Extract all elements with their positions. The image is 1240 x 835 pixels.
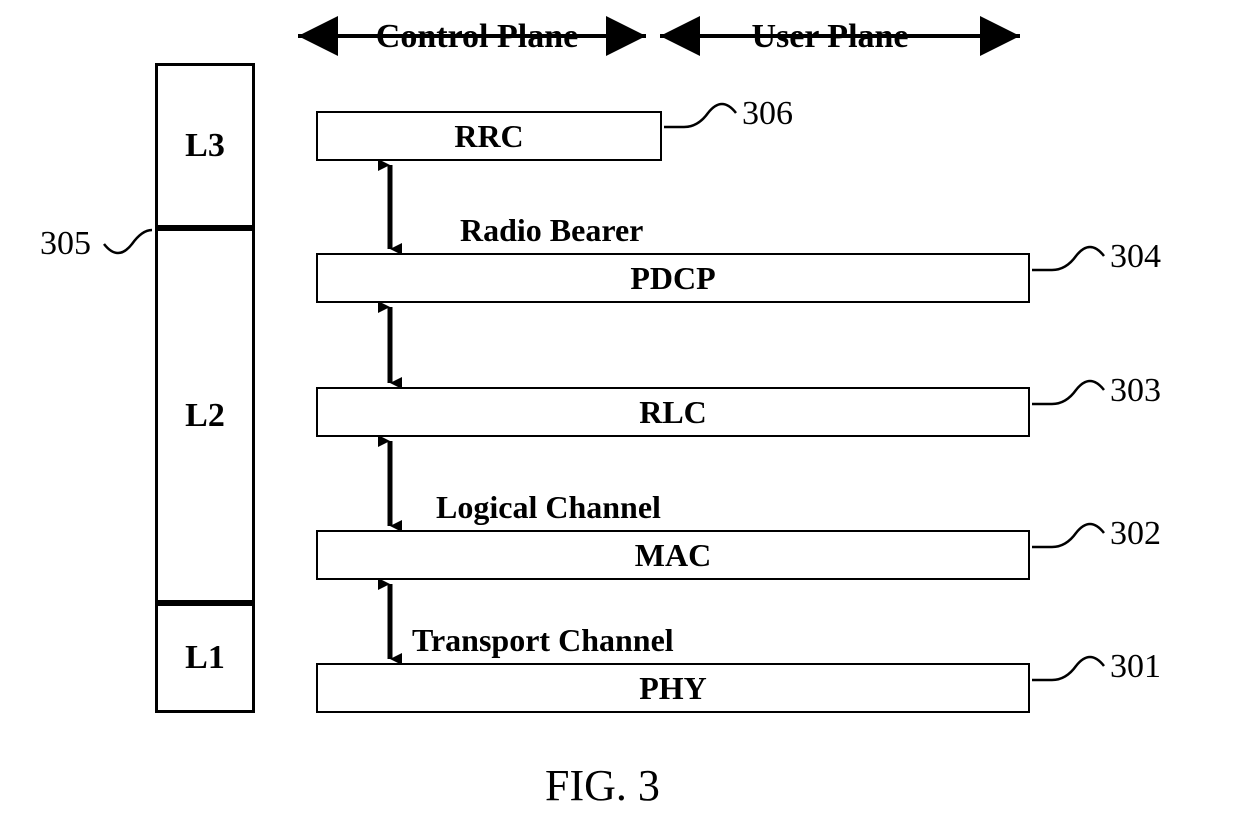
ref-301: 301 (1110, 648, 1161, 686)
ref-305: 305 (40, 225, 91, 263)
hook-306 (664, 104, 736, 127)
layer-l3-box: L3 (155, 63, 255, 228)
ref-303: 303 (1110, 372, 1161, 410)
layer-l3-label: L3 (185, 127, 225, 165)
logical-channel-text: Logical Channel (436, 489, 661, 525)
figure-caption-text: FIG. 3 (545, 761, 660, 810)
radio-bearer-label: Radio Bearer (460, 212, 643, 249)
ref-305-text: 305 (40, 225, 91, 262)
diagram-canvas: L3 L2 L1 Control Plane User Plane RRC PD… (0, 0, 1240, 835)
hook-305 (104, 230, 152, 253)
hook-301 (1032, 657, 1104, 680)
mac-box: MAC (316, 530, 1030, 580)
layer-l1-label: L1 (185, 639, 225, 677)
phy-label: PHY (639, 670, 707, 707)
ref-306: 306 (742, 95, 793, 133)
transport-channel-text: Transport Channel (412, 622, 674, 658)
phy-box: PHY (316, 663, 1030, 713)
ref-301-text: 301 (1110, 648, 1161, 685)
ref-304-text: 304 (1110, 238, 1161, 275)
user-plane-text: User Plane (751, 18, 908, 55)
pdcp-box: PDCP (316, 253, 1030, 303)
mac-label: MAC (635, 537, 711, 574)
rlc-label: RLC (639, 394, 707, 431)
layer-l1-box: L1 (155, 603, 255, 713)
rrc-label: RRC (454, 118, 523, 155)
layer-l2-box: L2 (155, 228, 255, 603)
radio-bearer-text: Radio Bearer (460, 212, 643, 248)
ref-304: 304 (1110, 238, 1161, 276)
ref-303-text: 303 (1110, 372, 1161, 409)
pdcp-label: PDCP (630, 260, 715, 297)
rrc-box: RRC (316, 111, 662, 161)
hook-302 (1032, 524, 1104, 547)
transport-channel-label: Transport Channel (412, 622, 674, 659)
hook-304 (1032, 247, 1104, 270)
layer-l2-label: L2 (185, 397, 225, 435)
rlc-box: RLC (316, 387, 1030, 437)
logical-channel-label: Logical Channel (436, 489, 661, 526)
ref-306-text: 306 (742, 95, 793, 132)
figure-caption: FIG. 3 (545, 760, 660, 811)
user-plane-label: User Plane (680, 18, 980, 56)
control-plane-text: Control Plane (376, 18, 578, 55)
ref-302: 302 (1110, 515, 1161, 553)
hook-303 (1032, 381, 1104, 404)
ref-302-text: 302 (1110, 515, 1161, 552)
control-plane-label: Control Plane (312, 18, 642, 56)
